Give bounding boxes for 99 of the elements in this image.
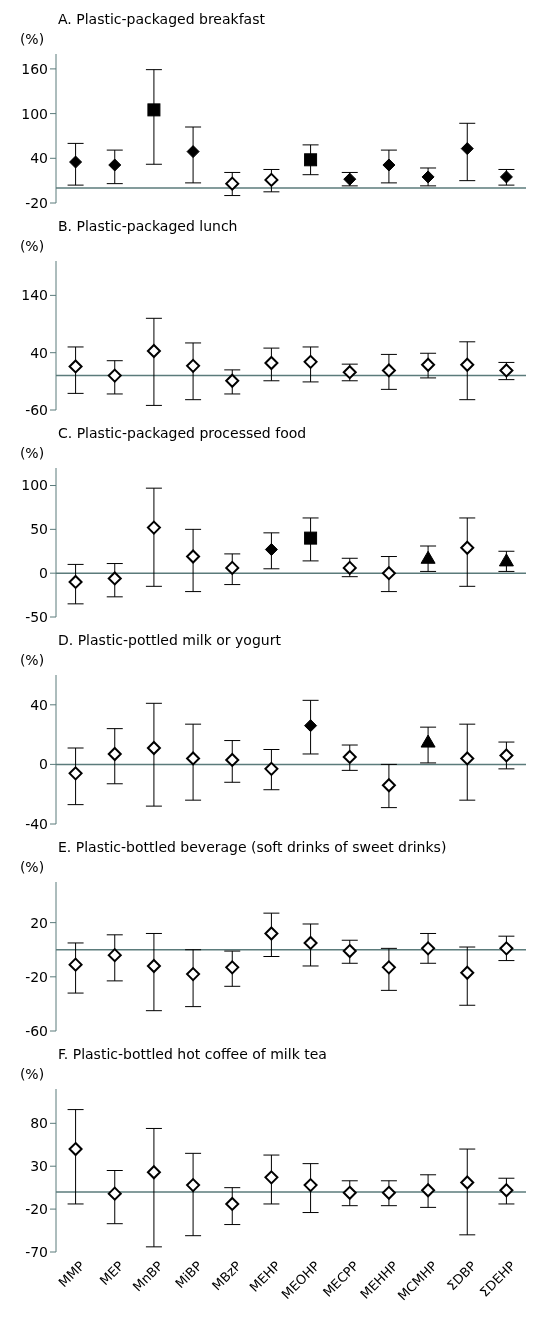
point	[381, 960, 396, 975]
point	[264, 761, 279, 776]
y-tick-label: 100	[21, 477, 48, 494]
point	[342, 944, 357, 959]
point	[68, 957, 83, 972]
point	[147, 103, 161, 117]
y-tick-label: 0	[39, 756, 48, 773]
point	[304, 153, 318, 167]
point	[420, 550, 436, 564]
point	[68, 766, 83, 781]
point	[303, 1178, 318, 1193]
point	[264, 926, 279, 941]
point	[186, 145, 200, 159]
point	[304, 531, 318, 545]
point	[303, 935, 318, 950]
chart-title: F. Plastic-bottled hot coffee of milk tea	[57, 1045, 328, 1064]
point	[421, 941, 436, 956]
y-tick-label: -60	[25, 401, 48, 418]
point	[186, 967, 201, 982]
y-tick-label: -20	[25, 194, 48, 211]
point	[146, 1165, 161, 1180]
point	[460, 751, 475, 766]
y-tick-label: -40	[25, 815, 48, 832]
y-tick-label: -20	[25, 1201, 48, 1218]
point	[421, 1183, 436, 1198]
y-tick-label: 40	[30, 150, 48, 167]
point	[499, 748, 514, 763]
point	[225, 752, 240, 767]
y-tick-label: 0	[39, 565, 48, 582]
chart-title: D. Plastic-pottled milk or yogurt	[57, 631, 282, 650]
y-axis-title: (%)	[19, 859, 45, 875]
point	[186, 358, 201, 373]
point	[68, 359, 83, 374]
point	[303, 354, 318, 369]
y-axis-title: (%)	[19, 1066, 45, 1082]
y-tick-label: 100	[21, 105, 48, 122]
point	[460, 540, 475, 555]
point	[420, 734, 436, 748]
point	[69, 155, 83, 169]
chart-title: B. Plastic-packaged lunch	[57, 217, 239, 236]
point	[499, 941, 514, 956]
y-tick-label: 140	[21, 287, 48, 304]
chart-title: E. Plastic-bottled beverage (soft drinks of sweet drinks)	[57, 838, 448, 857]
y-axis-title: (%)	[19, 445, 45, 461]
point	[146, 958, 161, 973]
point	[381, 566, 396, 581]
y-axis-title: (%)	[19, 238, 45, 254]
point	[499, 1183, 514, 1198]
point	[186, 549, 201, 564]
point	[107, 571, 122, 586]
y-tick-label: -20	[25, 968, 48, 985]
point	[460, 357, 475, 372]
point	[108, 158, 122, 172]
point	[421, 357, 436, 372]
y-tick-label: 160	[21, 60, 48, 77]
point	[381, 1185, 396, 1200]
y-axis-title: (%)	[19, 31, 45, 47]
y-tick-label: -50	[25, 608, 48, 625]
point	[186, 751, 201, 766]
point	[264, 172, 279, 187]
point	[186, 1178, 201, 1193]
point	[107, 746, 122, 761]
y-tick-label: 20	[30, 914, 48, 931]
chart-title: C. Plastic-packaged processed food	[57, 424, 308, 443]
point	[264, 356, 279, 371]
point	[225, 560, 240, 575]
point	[460, 142, 474, 156]
point	[107, 368, 122, 383]
point	[225, 960, 240, 975]
y-tick-label: 80	[30, 1115, 48, 1132]
y-tick-label: 50	[30, 521, 48, 538]
point	[146, 343, 161, 358]
point	[381, 363, 396, 378]
point	[68, 1142, 83, 1157]
point	[304, 719, 318, 733]
point	[342, 1185, 357, 1200]
y-tick-label: 40	[30, 696, 48, 713]
point	[107, 1186, 122, 1201]
y-tick-label: 40	[30, 344, 48, 361]
point	[264, 1170, 279, 1185]
point	[382, 158, 396, 172]
point	[381, 778, 396, 793]
point	[498, 553, 514, 567]
point	[342, 749, 357, 764]
point	[107, 948, 122, 963]
point	[225, 176, 240, 191]
y-tick-label: -70	[25, 1243, 48, 1260]
point	[264, 543, 278, 557]
point	[460, 1175, 475, 1190]
y-tick-label: -60	[25, 1022, 48, 1039]
point	[225, 373, 240, 388]
point	[146, 520, 161, 535]
y-tick-label: 30	[30, 1158, 48, 1175]
point	[68, 574, 83, 589]
point	[146, 741, 161, 756]
y-axis-title: (%)	[19, 652, 45, 668]
point	[460, 965, 475, 980]
point	[225, 1196, 240, 1211]
chart-title: A. Plastic-packaged breakfast	[57, 10, 266, 29]
